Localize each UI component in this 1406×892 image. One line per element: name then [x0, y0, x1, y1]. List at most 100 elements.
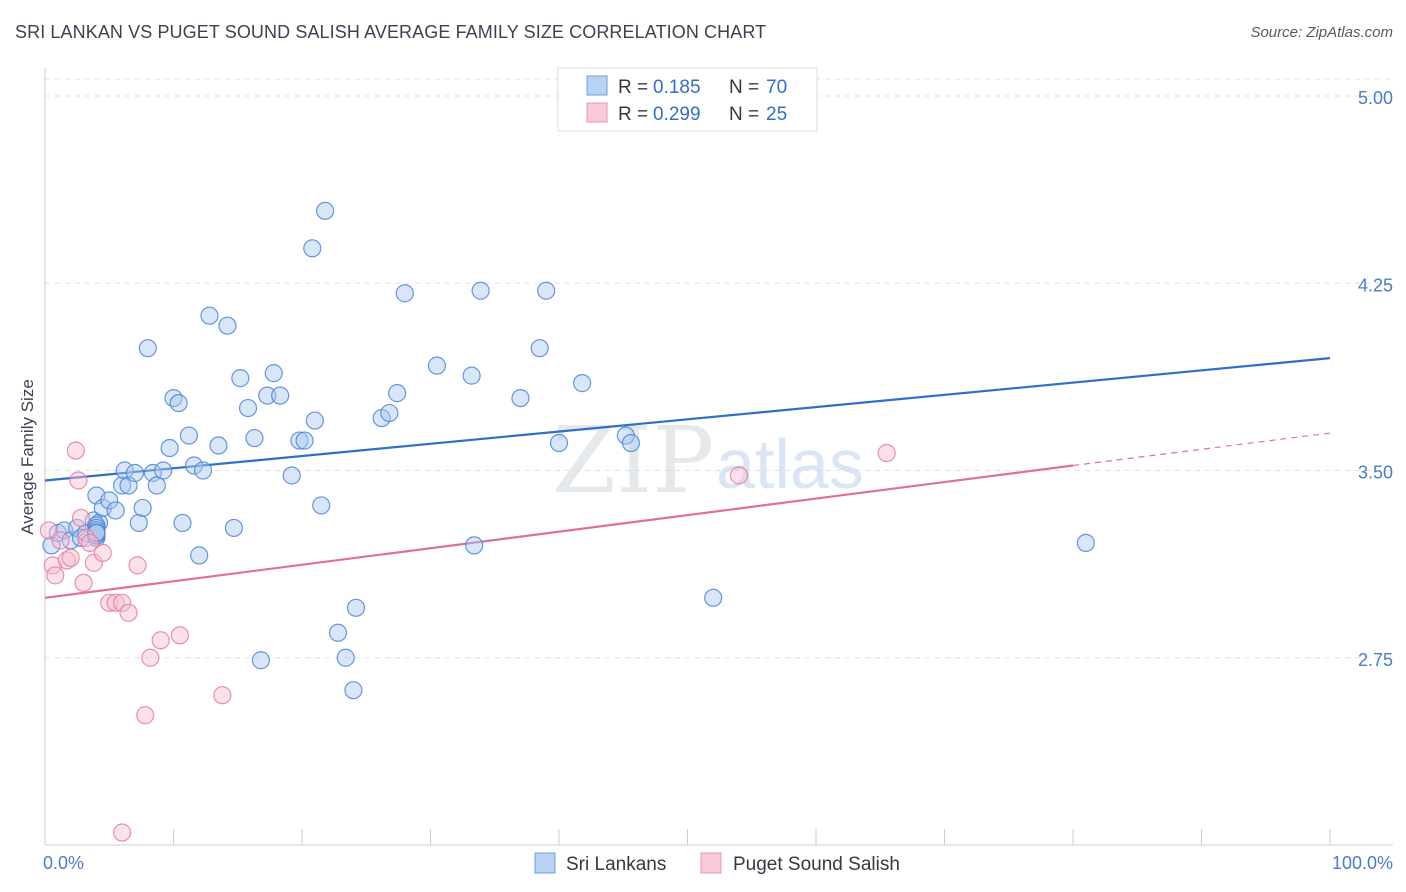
point-sri-lankans-70	[387, 384, 407, 403]
point-sri-lankans-47	[209, 436, 228, 455]
y-tick-label-2: 3.50	[1358, 463, 1393, 483]
point-sri-lankans-50	[231, 369, 250, 388]
point-sri-lankans-62	[316, 201, 335, 220]
points-layer	[39, 201, 1095, 842]
point-sri-lankans-46	[200, 306, 219, 325]
chart-title: SRI LANKAN VS PUGET SOUND SALISH AVERAGE…	[15, 22, 767, 42]
y-axis-title: Average Family Size	[18, 379, 37, 535]
y-tick-label-0: 5.00	[1358, 88, 1393, 108]
legend-n-label-1: N =	[729, 77, 759, 98]
point-puget-sound-salish-8	[71, 508, 91, 528]
legend-swatch-blue	[586, 75, 608, 96]
point-puget-sound-salish-18	[128, 556, 147, 575]
legend-r-label-1: R =	[618, 77, 648, 98]
point-sri-lankans-27	[106, 501, 125, 520]
point-sri-lankans-40	[169, 393, 188, 413]
legend: R = 0.185 N = 70 R = 0.299 N = 25	[557, 67, 818, 132]
point-sri-lankans-71	[395, 284, 414, 303]
point-sri-lankans-59	[295, 431, 314, 450]
point-puget-sound-salish-9	[74, 573, 93, 592]
watermark: ZIP atlas	[552, 407, 864, 514]
point-puget-sound-salish-5	[61, 548, 80, 567]
point-sri-lankans-65	[336, 648, 355, 667]
point-sri-lankans-74	[465, 536, 484, 555]
point-sri-lankans-34	[138, 339, 157, 358]
point-puget-sound-salish-14	[100, 593, 119, 612]
trend-line-puget-sound-salish	[44, 464, 1074, 599]
point-sri-lankans-28	[112, 476, 132, 495]
watermark-atlas: atlas	[716, 425, 864, 503]
legend-r-value-2: 0.299	[653, 104, 701, 125]
point-sri-lankans-44	[190, 546, 209, 565]
y-tick-labels: 5.00 4.25 3.50 2.75	[1358, 88, 1393, 670]
legend-n-value-1: 70	[766, 77, 787, 98]
bottom-legend-swatch-pink	[700, 852, 722, 874]
point-sri-lankans-75	[471, 281, 490, 300]
point-sri-lankans-41	[173, 513, 192, 533]
point-sri-lankans-45	[193, 461, 213, 480]
point-sri-lankans-31	[125, 463, 145, 483]
point-sri-lankans-61	[305, 411, 324, 430]
point-sri-lankans-52	[245, 428, 264, 448]
trend-line-sri-lankans	[44, 357, 1331, 482]
point-sri-lankans-72	[427, 356, 447, 375]
x-tick-label-left: 0.0%	[43, 853, 84, 873]
point-sri-lankans-4	[68, 518, 87, 538]
watermark-zip: ZIP	[552, 407, 714, 514]
point-sri-lankans-57	[282, 466, 301, 485]
point-sri-lankans-66	[344, 681, 363, 700]
point-sri-lankans-33	[133, 498, 152, 518]
legend-n-value-2: 25	[766, 104, 787, 125]
point-puget-sound-salish-21	[151, 631, 170, 650]
point-puget-sound-salish-0	[39, 521, 58, 540]
point-sri-lankans-78	[537, 281, 556, 300]
point-sri-lankans-23	[87, 523, 106, 543]
point-sri-lankans-32	[129, 513, 148, 533]
point-sri-lankans-67	[346, 598, 366, 617]
point-puget-sound-salish-19	[136, 706, 155, 725]
point-sri-lankans-36	[147, 476, 166, 495]
point-sri-lankans-84	[1076, 533, 1095, 553]
point-puget-sound-salish-11	[80, 533, 100, 553]
point-sri-lankans-55	[264, 364, 283, 383]
point-puget-sound-salish-3	[51, 531, 70, 550]
bottom-legend-label-2: Puget Sound Salish	[733, 854, 900, 875]
point-sri-lankans-48	[218, 316, 237, 335]
point-sri-lankans-51	[238, 398, 258, 418]
point-sri-lankans-56	[271, 386, 290, 405]
point-puget-sound-salish-2	[46, 566, 65, 585]
point-sri-lankans-38	[160, 438, 179, 458]
y-tick-label-3: 2.75	[1358, 650, 1393, 670]
point-puget-sound-salish-13	[93, 543, 112, 562]
point-sri-lankans-26	[100, 491, 119, 510]
axes-layer	[44, 68, 1393, 846]
legend-swatch-pink	[586, 102, 608, 123]
point-sri-lankans-53	[251, 651, 270, 670]
point-sri-lankans-58	[290, 431, 309, 450]
point-puget-sound-salish-24	[112, 823, 132, 842]
point-sri-lankans-76	[511, 388, 530, 408]
point-sri-lankans-82	[621, 433, 641, 453]
point-sri-lankans-49	[224, 518, 243, 538]
point-puget-sound-salish-26	[877, 443, 896, 463]
trend-line-puget-sound-salish-extension	[1072, 432, 1331, 467]
legend-n-label-2: N =	[729, 104, 759, 125]
y-tick-label-1: 4.25	[1358, 275, 1393, 295]
x-tick-label-right: 100.0%	[1332, 853, 1393, 873]
legend-r-label-2: R =	[618, 104, 648, 125]
point-puget-sound-salish-23	[213, 686, 232, 705]
bottom-legend: Sri Lankans Puget Sound Salish	[534, 852, 900, 875]
trend-lines	[44, 357, 1331, 599]
point-sri-lankans-73	[462, 366, 481, 385]
point-puget-sound-salish-22	[170, 626, 190, 645]
bottom-legend-label-1: Sri Lankans	[566, 854, 666, 875]
point-puget-sound-salish-7	[69, 471, 88, 490]
point-sri-lankans-39	[164, 388, 183, 408]
point-puget-sound-salish-16	[112, 593, 132, 612]
point-puget-sound-salish-25	[729, 466, 749, 485]
point-puget-sound-salish-20	[141, 648, 160, 667]
point-sri-lankans-64	[328, 623, 348, 642]
source-label: Source: ZipAtlas.com	[1250, 24, 1393, 41]
point-sri-lankans-63	[312, 496, 331, 515]
